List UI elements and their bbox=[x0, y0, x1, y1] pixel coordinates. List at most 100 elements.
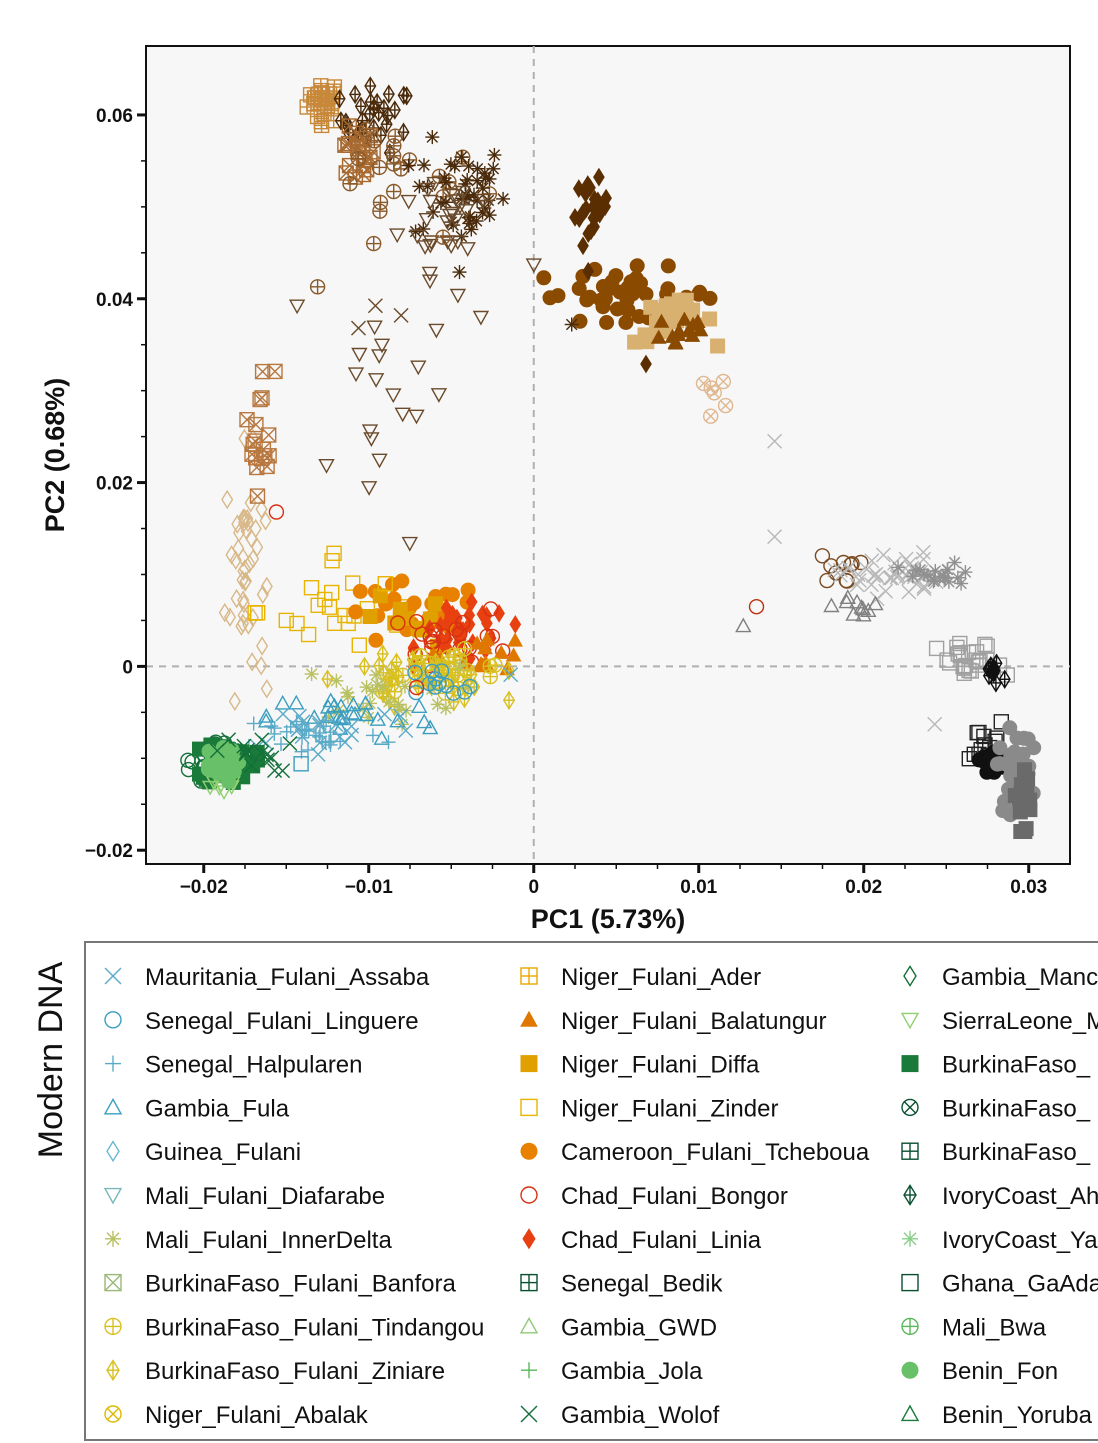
legend-entry: BurkinaFaso_Fulani_Tindangou bbox=[104, 1314, 484, 1341]
data-point bbox=[386, 183, 402, 200]
data-point bbox=[866, 568, 882, 584]
data-point bbox=[301, 743, 315, 757]
cluster-ancient-triangle-down bbox=[389, 176, 494, 257]
data-point bbox=[274, 737, 288, 752]
cluster-ancient-scatter-triangle-down bbox=[288, 274, 448, 552]
legend-marker bbox=[901, 1142, 919, 1160]
legend-marker bbox=[901, 1273, 919, 1292]
data-point bbox=[482, 172, 497, 186]
data-point bbox=[223, 607, 237, 627]
legend-label: Niger_Fulani_Balatungur bbox=[561, 1008, 827, 1035]
data-point bbox=[599, 315, 615, 330]
data-point bbox=[685, 302, 701, 318]
data-point bbox=[366, 133, 382, 149]
legend-marker bbox=[900, 1012, 920, 1030]
data-point bbox=[390, 652, 403, 673]
data-point bbox=[961, 662, 977, 679]
data-point bbox=[638, 286, 654, 302]
data-point bbox=[600, 188, 612, 208]
data-point bbox=[939, 652, 955, 668]
legend-marker bbox=[902, 1230, 918, 1247]
legend-entry: Gambia_GWD bbox=[519, 1314, 717, 1341]
data-point bbox=[593, 167, 605, 187]
data-point bbox=[422, 194, 439, 210]
y-tick-label: 0.06 bbox=[96, 106, 133, 127]
legend-label: Mali_Fulani_InnerDelta bbox=[145, 1227, 392, 1254]
legend-marker bbox=[104, 1317, 122, 1336]
data-point bbox=[260, 679, 273, 699]
data-point bbox=[246, 607, 259, 628]
data-point bbox=[319, 698, 337, 714]
data-point bbox=[278, 612, 294, 629]
data-point bbox=[710, 338, 726, 354]
data-point bbox=[371, 349, 388, 364]
data-point bbox=[870, 569, 886, 585]
data-point bbox=[928, 640, 945, 657]
data-point bbox=[470, 161, 485, 176]
legend-entry: Mali_Bwa bbox=[901, 1314, 1047, 1341]
data-point bbox=[950, 570, 965, 585]
data-point bbox=[350, 150, 367, 167]
data-point bbox=[702, 311, 718, 327]
legend-marker bbox=[104, 1405, 122, 1423]
legend-entry: Niger_Fulani_Ader bbox=[520, 964, 761, 991]
legend-entry: Chad_Fulani_Linia bbox=[522, 1227, 762, 1254]
data-point bbox=[392, 601, 408, 617]
data-point bbox=[422, 238, 439, 254]
data-point bbox=[426, 176, 443, 192]
data-point bbox=[230, 588, 243, 609]
cluster-blue-assaba bbox=[250, 706, 414, 762]
data-point bbox=[398, 679, 412, 694]
legend-entry: Niger_Fulani_Balatungur bbox=[520, 1008, 827, 1035]
data-point bbox=[229, 550, 242, 570]
data-point bbox=[482, 668, 498, 685]
data-point bbox=[348, 604, 364, 620]
data-point bbox=[289, 615, 305, 632]
data-point bbox=[236, 570, 249, 590]
data-point bbox=[288, 694, 305, 710]
data-point bbox=[341, 157, 358, 174]
data-point bbox=[671, 323, 687, 338]
data-point bbox=[702, 290, 718, 306]
data-point bbox=[201, 757, 216, 773]
data-point bbox=[423, 235, 440, 251]
x-tick-label: 0 bbox=[528, 877, 539, 898]
data-point bbox=[928, 564, 943, 578]
data-point bbox=[454, 185, 472, 201]
data-point bbox=[814, 548, 831, 564]
data-point bbox=[823, 597, 840, 613]
data-point bbox=[300, 626, 317, 643]
data-point bbox=[597, 291, 613, 307]
legend-marker bbox=[520, 1273, 538, 1292]
data-point bbox=[851, 572, 867, 588]
data-point bbox=[479, 631, 495, 646]
data-point bbox=[367, 373, 385, 388]
data-point bbox=[952, 647, 968, 664]
legend-entry: Mali_Fulani_Diafarabe bbox=[103, 1183, 385, 1210]
data-point bbox=[839, 589, 856, 605]
data-point bbox=[400, 194, 417, 210]
data-point bbox=[868, 566, 884, 582]
data-point bbox=[408, 679, 425, 696]
legend-marker bbox=[522, 1228, 536, 1250]
x-tick-label: 0.02 bbox=[845, 877, 882, 898]
legend-marker bbox=[903, 965, 917, 987]
data-point bbox=[428, 323, 445, 339]
data-point bbox=[236, 613, 249, 634]
data-point bbox=[421, 266, 438, 282]
data-point bbox=[999, 667, 1015, 683]
legend-label: Mali_Bwa bbox=[942, 1314, 1047, 1341]
legend-marker bbox=[106, 1140, 120, 1163]
data-point bbox=[390, 615, 406, 631]
legend-entry: Chad_Fulani_Bongor bbox=[520, 1183, 788, 1210]
data-point bbox=[312, 717, 327, 733]
legend-label: Niger_Fulani_Abalak bbox=[145, 1402, 369, 1429]
legend-label: Chad_Fulani_Bongor bbox=[561, 1183, 788, 1210]
data-point bbox=[310, 597, 326, 613]
cluster-green-fon bbox=[200, 740, 247, 789]
data-point bbox=[995, 803, 1011, 819]
data-point bbox=[304, 667, 319, 681]
data-point bbox=[376, 644, 389, 664]
data-point bbox=[394, 407, 411, 423]
